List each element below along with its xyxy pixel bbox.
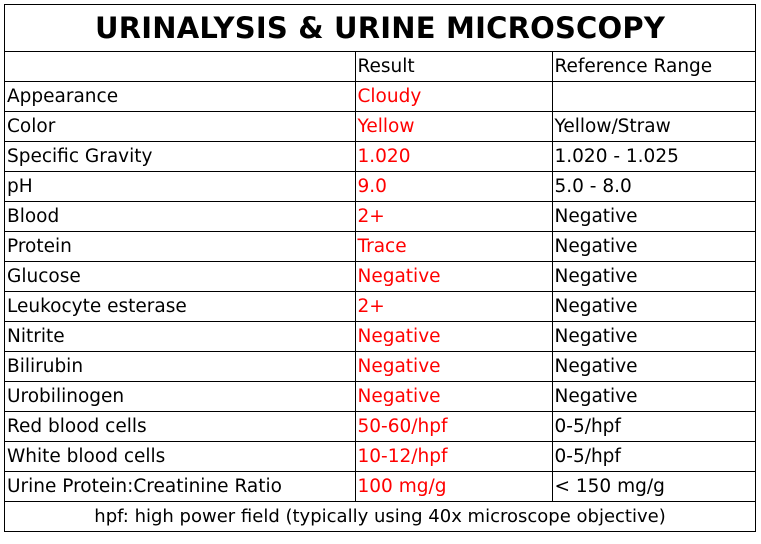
test-name: Urine Protein:Creatinine Ratio [5, 471, 356, 502]
header-result: Result [354, 51, 553, 82]
test-result: 2+ [354, 201, 553, 232]
test-name: Color [5, 111, 356, 142]
reference-range: Negative [551, 231, 756, 262]
table-row: Red blood cells 50-60/hpf 0-5/hpf [5, 411, 756, 442]
test-result: Negative [354, 261, 553, 292]
test-result: 1.020 [354, 141, 553, 172]
table-row: Leukocyte esterase 2+ Negative [5, 291, 756, 322]
table-title: URINALYSIS & URINE MICROSCOPY [5, 5, 756, 52]
test-name: Appearance [5, 81, 356, 112]
reference-range: < 150 mg/g [551, 471, 756, 502]
table-row: Color Yellow Yellow/Straw [5, 111, 756, 142]
table-row: Blood 2+ Negative [5, 201, 756, 232]
header-row: Result Reference Range [5, 51, 756, 82]
table-row: Urobilinogen Negative Negative [5, 381, 756, 412]
table-row: Appearance Cloudy [5, 81, 756, 112]
test-name: Leukocyte esterase [5, 291, 356, 322]
footer-row: hpf: high power field (typically using 4… [5, 501, 756, 531]
reference-range: Negative [551, 351, 756, 382]
table-row: pH 9.0 5.0 - 8.0 [5, 171, 756, 202]
table-row: Glucose Negative Negative [5, 261, 756, 292]
test-name: pH [5, 171, 356, 202]
reference-range: Negative [551, 321, 756, 352]
test-result: 10-12/hpf [354, 441, 553, 472]
table-row: Urine Protein:Creatinine Ratio 100 mg/g … [5, 471, 756, 502]
reference-range: 0-5/hpf [551, 441, 756, 472]
header-reference-range: Reference Range [551, 51, 756, 82]
test-result: Negative [354, 381, 553, 412]
test-result: 2+ [354, 291, 553, 322]
test-result: 50-60/hpf [354, 411, 553, 442]
test-name: Blood [5, 201, 356, 232]
title-row: URINALYSIS & URINE MICROSCOPY [5, 5, 756, 52]
test-result: 100 mg/g [354, 471, 553, 502]
header-test [5, 51, 356, 82]
footnote: hpf: high power field (typically using 4… [5, 501, 756, 531]
test-name: Urobilinogen [5, 381, 356, 412]
urinalysis-table: URINALYSIS & URINE MICROSCOPY Result Ref… [5, 5, 756, 531]
reference-range: 5.0 - 8.0 [551, 171, 756, 202]
reference-range: 0-5/hpf [551, 411, 756, 442]
test-result: Cloudy [354, 81, 553, 112]
reference-range: 1.020 - 1.025 [551, 141, 756, 172]
table-row: Bilirubin Negative Negative [5, 351, 756, 382]
test-result: Yellow [354, 111, 553, 142]
test-result: Negative [354, 351, 553, 382]
test-result: 9.0 [354, 171, 553, 202]
reference-range: Negative [551, 381, 756, 412]
urinalysis-table-container: URINALYSIS & URINE MICROSCOPY Result Ref… [4, 4, 756, 532]
test-name: Specific Gravity [5, 141, 356, 172]
reference-range: Negative [551, 291, 756, 322]
reference-range: Yellow/Straw [551, 111, 756, 142]
test-result: Negative [354, 321, 553, 352]
test-name: Nitrite [5, 321, 356, 352]
test-result: Trace [354, 231, 553, 262]
table-row: Specific Gravity 1.020 1.020 - 1.025 [5, 141, 756, 172]
reference-range [551, 81, 756, 112]
reference-range: Negative [551, 201, 756, 232]
test-name: Glucose [5, 261, 356, 292]
table-row: White blood cells 10-12/hpf 0-5/hpf [5, 441, 756, 472]
table-row: Protein Trace Negative [5, 231, 756, 262]
test-name: Bilirubin [5, 351, 356, 382]
reference-range: Negative [551, 261, 756, 292]
test-name: Protein [5, 231, 356, 262]
table-row: Nitrite Negative Negative [5, 321, 756, 352]
test-name: White blood cells [5, 441, 356, 472]
test-name: Red blood cells [5, 411, 356, 442]
